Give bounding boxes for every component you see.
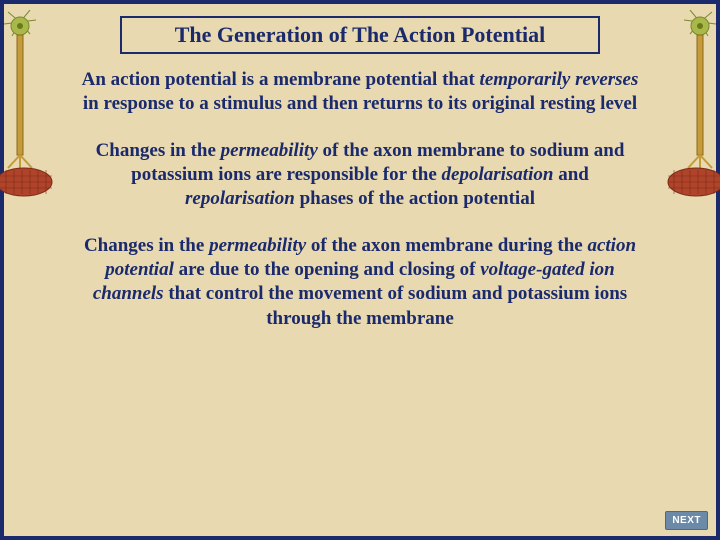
next-button[interactable]: NEXT [665, 511, 708, 530]
neuron-decoration-left [0, 10, 60, 210]
paragraph-1: An action potential is a membrane potent… [80, 68, 640, 117]
paragraph-3: Changes in the permeability of the axon … [80, 234, 640, 331]
neuron-decoration-right [660, 10, 720, 210]
title-box: The Generation of The Action Potential [120, 16, 600, 54]
paragraph-2: Changes in the permeability of the axon … [80, 139, 640, 212]
content-area: An action potential is a membrane potent… [80, 68, 640, 331]
slide: The Generation of The Action Potential A… [0, 0, 720, 540]
slide-title: The Generation of The Action Potential [130, 22, 590, 48]
